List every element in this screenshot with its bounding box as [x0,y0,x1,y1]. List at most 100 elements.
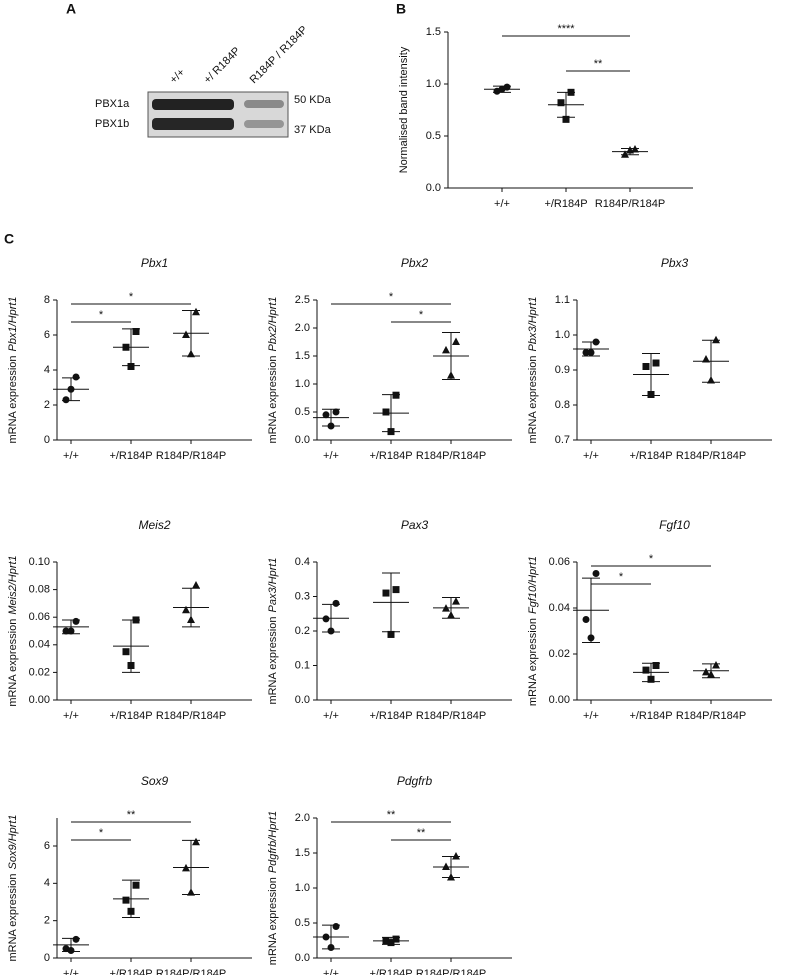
y-axis-label-gene: Pbx3/Hprt1 [527,296,539,351]
y-tick-label: 1.5 [426,26,441,38]
y-axis-label-text: mRNA expression [267,355,279,443]
data-point [557,99,565,107]
blot-band [244,120,284,128]
y-tick-label: 2.5 [295,294,310,306]
data-point [642,363,650,370]
chart-title: Pbx3 [661,256,689,270]
size-label: 50 KDa [294,94,332,106]
y-tick-label: 2.0 [295,322,310,334]
y-tick-label: 2.0 [295,812,310,824]
y-tick-label: 0.04 [29,639,50,651]
y-axis-label: mRNA expression Sox9/Hprt1 [7,814,19,961]
blot-band [244,100,284,108]
data-point [592,570,600,577]
significance-label: ** [127,809,136,821]
chart-title: Pbx1 [141,256,168,270]
data-point [382,589,390,597]
y-axis-label: mRNA expression Fgf10/Hprt1 [527,556,539,706]
y-tick-label: 1.0 [426,78,441,90]
x-tick-label: R184P/R184P [156,710,226,722]
y-axis-label-text: mRNA expression [267,616,279,704]
x-tick-label: +/+ [494,198,510,210]
y-axis-label-gene: Pbx1/Hprt1 [7,296,19,351]
x-tick-label: R184P/R184P [676,710,746,722]
x-tick-label: +/+ [323,710,339,722]
data-point [712,661,720,669]
x-tick-label: +/R184P [544,198,587,210]
x-tick-label: +/R184P [629,710,672,722]
data-point [132,881,140,889]
y-tick-label: 0.06 [29,611,50,623]
x-tick-label: R184P/R184P [595,198,665,210]
size-label: 37 KDa [294,124,332,136]
panel-label: C [4,231,14,247]
y-axis-label-gene: Meis2/Hprt1 [7,555,19,614]
data-point [62,627,70,635]
data-point [122,896,130,904]
significance-label: * [129,291,134,303]
chart-title: Pax3 [401,518,429,532]
significance-label: * [649,553,654,565]
y-tick-label: 0.5 [295,406,310,418]
x-tick-label: +/+ [63,450,79,462]
y-axis-label: mRNA expression Pdgfrb/Hprt1 [267,811,279,965]
western-blot: +/+ +/ R184P R184P / R184P PBX1a PBX1b 5… [95,24,332,138]
chart-title: Pbx2 [401,256,429,270]
data-point [182,330,190,338]
significance-label: ** [417,827,426,839]
data-point [122,648,130,656]
data-point [442,862,450,870]
significance-label: **** [557,23,575,35]
data-point [652,662,660,669]
data-point [387,630,395,638]
y-tick-label: 0.02 [29,666,50,678]
data-point [322,411,330,419]
y-axis-label: Normalised band intensity [398,46,410,173]
significance-label: ** [594,58,603,70]
x-tick-label: +/R184P [629,450,672,462]
x-tick-label: +/+ [63,710,79,722]
y-tick-label: 4 [44,364,50,376]
y-axis-label-text: mRNA expression [7,619,19,707]
y-axis-label: mRNA expression Pbx1/Hprt1 [7,296,19,443]
lane-label: +/+ [168,66,188,86]
y-tick-label: 1.1 [555,294,570,306]
significance-label: * [619,571,624,583]
band-label: PBX1a [95,98,130,110]
data-point [442,345,450,354]
data-point [452,852,460,860]
y-axis-label-text: mRNA expression [7,873,19,961]
y-axis-label-text: Normalised band intensity [398,46,410,173]
data-point [192,580,200,589]
y-tick-label: 0.3 [295,590,310,602]
y-tick-label: 0.7 [555,434,570,446]
blot-band [152,118,234,130]
y-axis-label: mRNA expression Pax3/Hprt1 [267,557,279,704]
y-tick-label: 0.1 [295,659,310,671]
y-axis-label: mRNA expression Meis2/Hprt1 [7,555,19,706]
y-axis-label-text: mRNA expression [527,355,539,443]
y-tick-label: 1.5 [295,350,310,362]
y-tick-label: 0.0 [426,182,441,194]
data-point [322,615,330,623]
y-tick-label: 0.08 [29,584,50,596]
y-tick-label: 8 [44,294,50,306]
y-tick-label: 1.5 [295,847,310,859]
y-tick-label: 0.02 [549,648,570,660]
blot-membrane [147,91,289,138]
y-axis-label-text: mRNA expression [267,877,279,965]
y-tick-label: 0.06 [549,556,570,568]
y-tick-label: 1.0 [295,882,310,894]
x-tick-label: +/+ [323,450,339,462]
y-tick-label: 0.8 [555,399,570,411]
significance-label: ** [387,809,396,821]
panel-label: B [396,1,406,17]
data-point [452,337,460,345]
y-tick-label: 0.4 [295,556,310,568]
data-point [621,150,629,158]
significance-label: * [419,309,424,321]
x-tick-label: +/R184P [369,450,412,462]
data-point [582,616,590,623]
y-tick-label: 0.0 [295,952,310,964]
y-tick-label: 0.00 [549,694,570,706]
